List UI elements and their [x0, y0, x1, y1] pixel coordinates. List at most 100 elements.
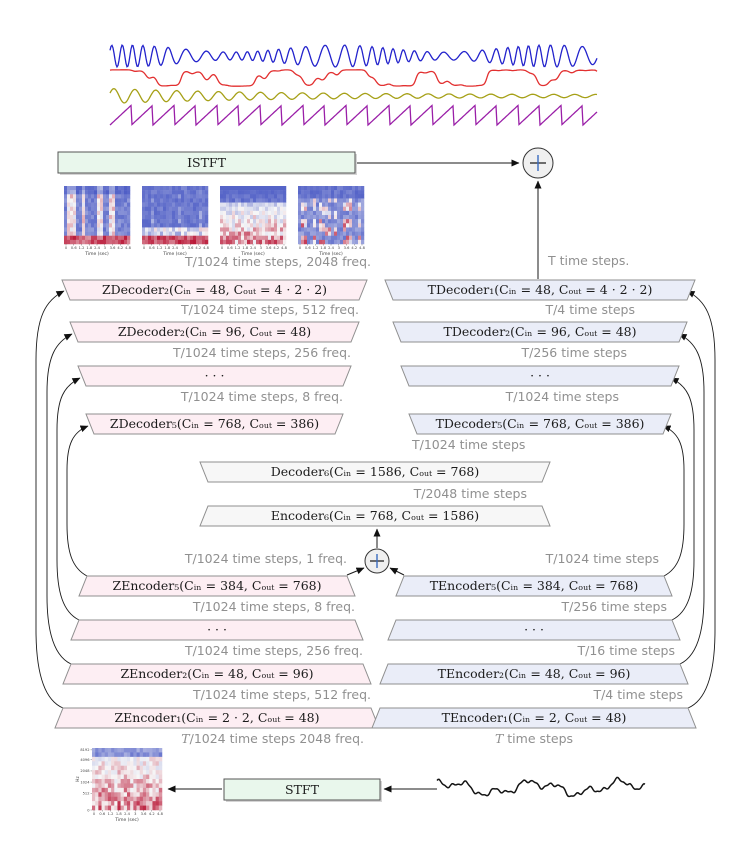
mixture-waveform-path	[436, 776, 646, 798]
svg-text:1.2: 1.2	[235, 246, 241, 250]
svg-text:Hz: Hz	[75, 776, 80, 782]
mixture-waveform	[436, 776, 646, 798]
svg-text:2.4: 2.4	[124, 812, 130, 816]
zdecoder-1-box	[61, 279, 368, 301]
stft-box	[223, 778, 381, 801]
waveform-source-4	[109, 104, 598, 127]
svg-text:0.6: 0.6	[71, 246, 77, 250]
sum-node-bottleneck	[364, 548, 390, 574]
zencoder-dots-box	[70, 619, 364, 641]
zdecoder-dots-box	[77, 365, 352, 387]
decoder-6-label: Decoder₆(Cᵢₙ = 1586, Cₒᵤₜ = 768)	[270, 464, 480, 479]
svg-text:1.8: 1.8	[116, 812, 122, 816]
skip-connection-t2	[678, 333, 705, 665]
skip-connection-t4	[662, 425, 685, 577]
spectrogram-stem-3: 0 0.6 1.2 1.8 2.4 3 3.6 4.2 4.8 Time (sec)	[220, 186, 288, 257]
annotation-zenc5-above: T/1024 time steps, 1 freq.	[184, 551, 347, 566]
tencoder-5-label: TEncoder₅(Cᵢₙ = 384, Cₒᵤₜ = 768)	[429, 578, 639, 593]
svg-text:1.8: 1.8	[86, 246, 92, 250]
svg-text:1.8: 1.8	[320, 246, 326, 250]
svg-text:3.6: 3.6	[188, 246, 194, 250]
zdecoder-1-label: ZDecoder₂(Cᵢₙ = 48, Cₒᵤₜ = 4 · 2 · 2)	[101, 282, 328, 297]
zencoder-2-box	[62, 663, 372, 685]
arrow-tencoder5-to-sum	[389, 567, 405, 576]
annotation-tenc2-below: T/4 time steps	[593, 687, 683, 702]
svg-text:3: 3	[338, 246, 340, 250]
annotation-zenc-dots-below: T/1024 time steps, 256 freq.	[184, 643, 363, 658]
encoder-6-box	[199, 505, 551, 527]
svg-text:Time (sec): Time (sec)	[84, 251, 109, 257]
annotation-tenc5-above: T/1024 time steps	[545, 551, 659, 566]
svg-text:4.2: 4.2	[117, 246, 123, 250]
tencoder-1-box	[371, 707, 697, 729]
skip-connection-t1	[686, 290, 716, 709]
svg-text:Time (sec): Time (sec)	[240, 251, 265, 257]
zdecoder-2-box	[69, 321, 360, 343]
svg-text:0.6: 0.6	[99, 812, 105, 816]
svg-text:1.8: 1.8	[242, 246, 248, 250]
annotation-tenc-dots-below: T/16 time steps	[577, 643, 676, 658]
zencoder-dots-label: · · ·	[207, 622, 227, 637]
svg-text:4.2: 4.2	[351, 246, 357, 250]
tdecoder-2-label: TDecoder₂(Cᵢₙ = 96, Cₒᵤₜ = 48)	[443, 324, 637, 339]
istft-label: ISTFT	[187, 155, 226, 170]
annotation-zenc2-below: T/1024 time steps, 512 freq.	[192, 687, 371, 702]
svg-text:0: 0	[221, 246, 224, 250]
tencoder-dots-box	[387, 619, 681, 641]
tencoder-1-label: TEncoder₁(Cᵢₙ = 2, Cₒᵤₜ = 48)	[441, 710, 627, 725]
svg-text:1.2: 1.2	[79, 246, 85, 250]
decoder-6-box	[199, 461, 551, 483]
annotation-zenc1-below: T/1024 time steps 2048 freq.	[181, 731, 364, 746]
annotation-zdec2-below: T/1024 time steps, 256 freq.	[172, 345, 351, 360]
annotation-zdec1-below: T/1024 time steps, 512 freq.	[180, 302, 359, 317]
spectrogram-stem-1: 0 0.6 1.2 1.8 2.4 3 3.6 4.2 4.8 Time (sec)	[64, 186, 132, 257]
tdecoder-2-box	[392, 321, 688, 343]
svg-text:3: 3	[260, 246, 262, 250]
svg-text:0.6: 0.6	[305, 246, 311, 250]
tdecoder-1-label: TDecoder₁(Cᵢₙ = 48, Cₒᵤₜ = 4 · 2 · 2)	[427, 282, 653, 297]
svg-text:1024: 1024	[80, 780, 90, 784]
spectrogram-stem-2: 0 0.6 1.2 1.8 2.4 3 3.6 4.2 4.8 Time (sec)	[142, 186, 210, 257]
svg-text:3.6: 3.6	[141, 812, 147, 816]
svg-text:2.4: 2.4	[172, 246, 178, 250]
zencoder-5-label: ZEncoder₅(Cᵢₙ = 384, Cₒᵤₜ = 768)	[112, 578, 322, 593]
zencoder-2-label: ZEncoder₂(Cᵢₙ = 48, Cₒᵤₜ = 96)	[120, 666, 314, 681]
annotation-zdec-dots-below: T/1024 time steps, 8 freq.	[180, 389, 343, 404]
tdecoder-5-label: TDecoder₅(Cᵢₙ = 768, Cₒᵤₜ = 386)	[435, 416, 645, 431]
svg-text:3.6: 3.6	[344, 246, 350, 250]
svg-text:Time (sec): Time (sec)	[114, 817, 139, 823]
svg-text:1.8: 1.8	[164, 246, 170, 250]
svg-text:4.8: 4.8	[281, 246, 287, 250]
svg-text:3.6: 3.6	[266, 246, 272, 250]
tdecoder-5-box	[408, 413, 672, 435]
tencoder-2-box	[379, 663, 689, 685]
tencoder-dots-label: · · ·	[524, 622, 544, 637]
arrow-zencoder5-to-sum	[346, 567, 365, 576]
svg-text:3: 3	[182, 246, 184, 250]
svg-text:0: 0	[143, 246, 146, 250]
zencoder-5-box	[78, 575, 356, 597]
svg-text:Time (sec): Time (sec)	[162, 251, 187, 257]
tencoder-2-label: TEncoder₂(Cᵢₙ = 48, Cₒᵤₜ = 96)	[437, 666, 631, 681]
svg-text:4.2: 4.2	[273, 246, 279, 250]
annotation-zenc1-rest: /1024 time steps 2048 freq.	[189, 731, 364, 746]
tdecoder-1-box	[384, 279, 696, 301]
zdecoder-5-label: ZDecoder₅(Cᵢₙ = 768, Cₒᵤₜ = 386)	[109, 416, 320, 431]
skip-connection-z4	[66, 425, 89, 577]
svg-text:0: 0	[299, 246, 302, 250]
svg-text:4.2: 4.2	[195, 246, 201, 250]
estimated-source-waveforms	[109, 43, 598, 127]
annotation-tdec5-below: T/1024 time steps	[412, 437, 526, 452]
svg-text:0: 0	[87, 808, 90, 812]
annotation-spectrogram-row: T/1024 time steps, 2048 freq.	[185, 254, 371, 269]
tdecoder-dots-label: · · ·	[530, 368, 550, 383]
waveform-source-2	[109, 69, 598, 87]
zencoder-1-label: ZEncoder₁(Cᵢₙ = 2 · 2, Cₒᵤₜ = 48)	[114, 710, 320, 725]
svg-text:Time (sec): Time (sec)	[318, 251, 343, 257]
annotation-tenc1-below: T time steps	[479, 731, 589, 746]
waveform-source-1	[109, 43, 598, 69]
